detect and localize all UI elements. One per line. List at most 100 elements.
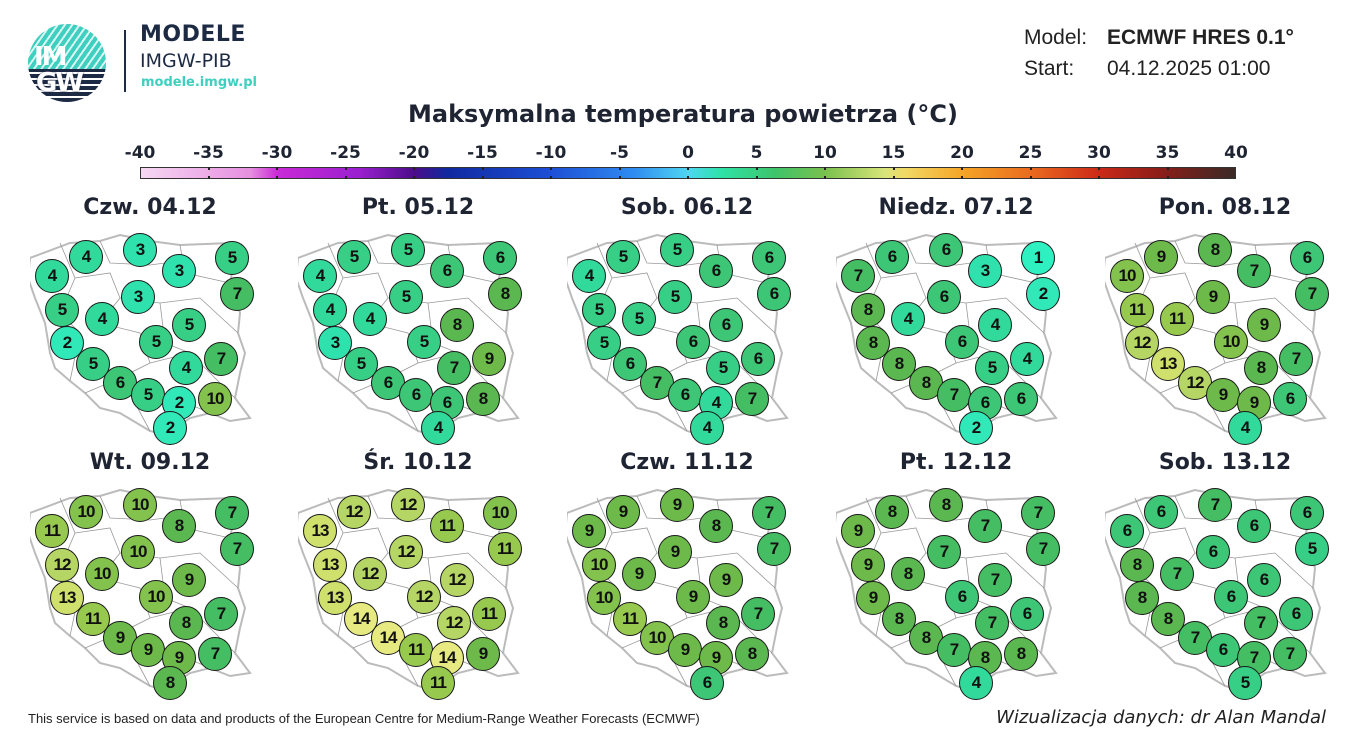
city-temperature-marker: 7 — [220, 532, 254, 566]
city-temperature-marker: 7 — [1237, 254, 1271, 288]
city-temperature-marker: 7 — [975, 606, 1009, 640]
city-temperature-marker: 4 — [303, 259, 337, 293]
city-temperature-marker: 7 — [1273, 637, 1307, 671]
scale-label: -10 — [535, 143, 567, 163]
model-label: Model: — [1024, 26, 1088, 49]
city-temperature-marker: 6 — [741, 342, 775, 376]
city-temperature-marker: 12 — [389, 535, 423, 569]
city-temperature-marker: 9 — [1144, 240, 1178, 274]
city-temperature-marker: 6 — [929, 233, 963, 267]
city-temperature-marker: 9 — [658, 535, 692, 569]
city-temperature-marker: 6 — [1214, 580, 1248, 614]
scale-label: 10 — [813, 143, 837, 163]
map-title: Maksymalna temperatura powietrza (°C) — [408, 100, 958, 128]
city-temperature-marker: 5 — [582, 293, 616, 327]
city-temperature-marker: 6 — [1196, 535, 1230, 569]
city-temperature-marker: 11 — [488, 532, 522, 566]
city-temperature-marker: 11 — [421, 666, 455, 700]
city-temperature-marker: 8 — [1244, 351, 1278, 385]
panel-date-title: Czw. 11.12 — [620, 450, 754, 475]
city-temperature-marker: 5 — [658, 280, 692, 314]
city-temperature-marker: 7 — [927, 535, 961, 569]
city-temperature-marker: 4 — [690, 411, 724, 445]
city-temperature-marker: 12 — [391, 488, 425, 522]
forecast-panel: Pt. 05.12 4 5 5 6 6 8 4 5 4 8 3 5 9 5 7 6 6 6 8 4 — [298, 195, 563, 450]
city-temperature-marker: 10 — [1110, 259, 1144, 293]
city-temperature-marker: 9 — [668, 633, 702, 667]
city-temperature-marker: 3 — [121, 280, 155, 314]
city-temperature-marker: 7 — [204, 597, 238, 631]
city-temperature-marker: 6 — [430, 254, 464, 288]
city-temperature-marker: 4 — [35, 259, 69, 293]
city-temperature-marker: 7 — [937, 633, 971, 667]
panel-date-title: Pt. 12.12 — [899, 450, 1013, 475]
city-temperature-marker: 8 — [488, 277, 522, 311]
city-temperature-marker: 7 — [640, 366, 674, 400]
city-temperature-marker: 12 — [437, 606, 471, 640]
city-temperature-marker: 12 — [407, 580, 441, 614]
city-temperature-marker: 8 — [1120, 548, 1154, 582]
city-temperature-marker: 6 — [945, 580, 979, 614]
city-temperature-marker: 8 — [153, 666, 187, 700]
city-temperature-marker: 7 — [1160, 557, 1194, 591]
color-scale-labels: -40 -35 -30 -25 -20 -15 -10 -5 0 5 10 15 20 25 30 35 40 — [124, 143, 1248, 165]
city-temperature-marker: 6 — [1237, 509, 1271, 543]
forecast-panel: Pon. 08.12 10 9 8 7 6 7 11 9 11 9 12 10 7 13 8 12 9 9 6 4 — [1105, 195, 1366, 450]
city-temperature-marker: 6 — [699, 254, 733, 288]
city-temperature-marker: 4 — [421, 411, 455, 445]
city-temperature-marker: 5 — [622, 302, 656, 336]
city-temperature-marker: 9 — [841, 514, 875, 548]
scale-label: 30 — [1087, 143, 1111, 163]
city-temperature-marker: 10 — [123, 488, 157, 522]
city-temperature-marker: 12 — [337, 495, 371, 529]
city-temperature-marker: 3 — [318, 326, 352, 360]
city-temperature-marker: 5 — [215, 241, 249, 275]
city-temperature-marker: 12 — [45, 548, 79, 582]
scale-label: -40 — [124, 143, 156, 163]
visualization-credit: Wizualizacja danych: dr Alan Mandal — [996, 707, 1326, 728]
city-temperature-marker: 9 — [1196, 280, 1230, 314]
city-temperature-marker: 6 — [1290, 496, 1324, 530]
city-temperature-marker: 13 — [313, 548, 347, 582]
city-temperature-marker: 9 — [709, 563, 743, 597]
city-temperature-marker: 5 — [131, 378, 165, 412]
city-temperature-marker: 11 — [1160, 302, 1194, 336]
panel-date-title: Sob. 13.12 — [1158, 450, 1292, 475]
city-temperature-marker: 10 — [121, 535, 155, 569]
city-temperature-marker: 6 — [1279, 597, 1313, 631]
city-temperature-marker: 4 — [891, 302, 925, 336]
city-temperature-marker: 9 — [131, 633, 165, 667]
city-temperature-marker: 3 — [162, 254, 196, 288]
city-temperature-marker: 4 — [959, 666, 993, 700]
scale-label: 20 — [950, 143, 974, 163]
city-temperature-marker: 11 — [430, 509, 464, 543]
city-temperature-marker: 7 — [1198, 488, 1232, 522]
city-temperature-marker: 6 — [668, 378, 702, 412]
city-temperature-marker: 11 — [76, 602, 110, 636]
city-temperature-marker: 7 — [741, 597, 775, 631]
city-temperature-marker: 9 — [676, 580, 710, 614]
panel-date-title: Wt. 09.12 — [89, 450, 211, 475]
city-temperature-marker: 5 — [606, 240, 640, 274]
city-temperature-marker: 9 — [172, 563, 206, 597]
city-temperature-marker: 5 — [337, 240, 371, 274]
scale-label: 5 — [750, 143, 763, 163]
forecast-panel: Sob. 13.12 6 6 7 6 6 5 8 6 7 6 8 6 6 8 7 7 6 7 7 5 — [1105, 450, 1366, 705]
forecast-panel: Wt. 09.12 11 10 10 8 7 7 12 10 10 9 13 10 7 11 8 9 9 9 7 8 — [30, 450, 295, 705]
forecast-panel: Niedz. 07.12 7 6 6 3 1 2 8 6 4 4 8 6 4 8 5 8 7 6 6 2 — [836, 195, 1101, 450]
city-temperature-marker: 7 — [752, 496, 786, 530]
city-temperature-marker: 4 — [978, 308, 1012, 342]
city-temperature-marker: 5 — [975, 351, 1009, 385]
city-temperature-marker: 9 — [572, 514, 606, 548]
city-temperature-marker: 4 — [572, 259, 606, 293]
city-temperature-marker: 6 — [1273, 382, 1307, 416]
scale-label: -35 — [193, 143, 224, 163]
model-value: ECMWF HRES 0.1° — [1107, 26, 1294, 49]
city-temperature-marker: 8 — [882, 602, 916, 636]
city-temperature-marker: 12 — [440, 563, 474, 597]
city-temperature-marker: 5 — [706, 351, 740, 385]
city-temperature-marker: 5 — [1228, 666, 1262, 700]
logo-divider — [124, 30, 126, 92]
city-temperature-marker: 7 — [1026, 532, 1060, 566]
city-temperature-marker: 9 — [472, 342, 506, 376]
